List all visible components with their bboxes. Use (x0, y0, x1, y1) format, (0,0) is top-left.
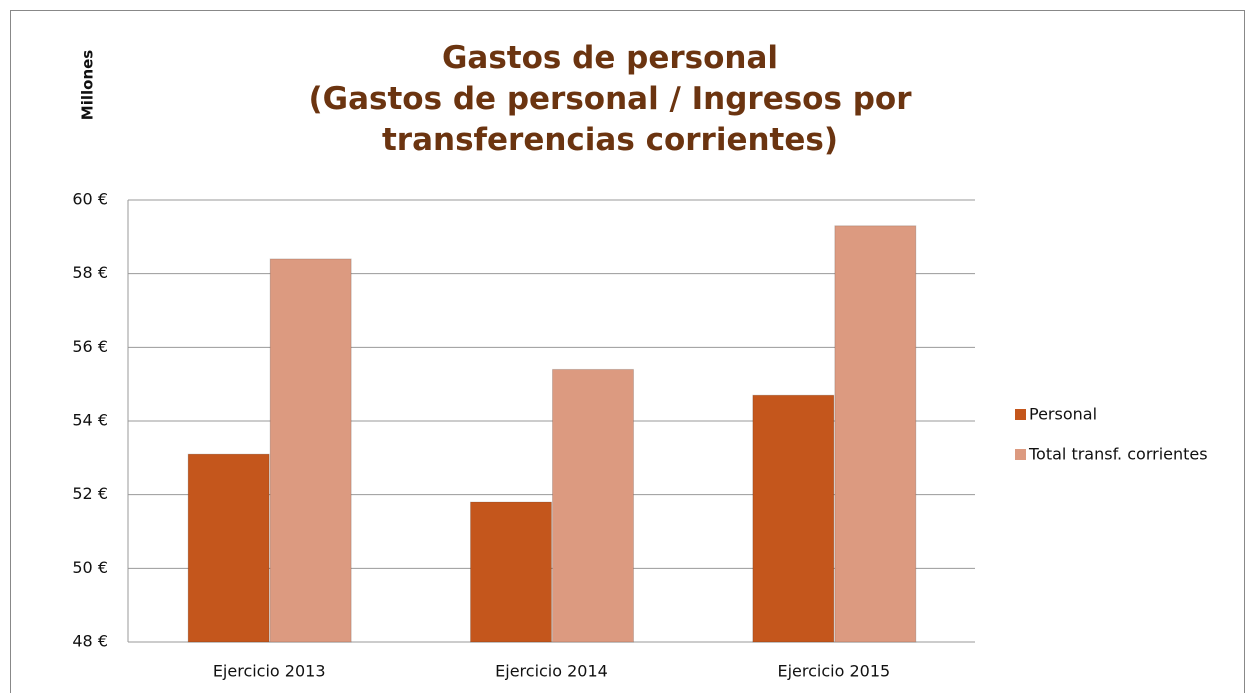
bar (834, 225, 917, 643)
chart-frame (10, 10, 1245, 693)
bar (552, 368, 634, 643)
legend-label: Total transf. corrientes (1028, 445, 1208, 464)
bar (752, 394, 835, 643)
legend-swatch (1015, 449, 1026, 460)
title-block: Gastos de personal (Gastos de personal /… (180, 38, 1040, 161)
bar (187, 453, 270, 643)
y-tick-label: 48 € (72, 632, 108, 651)
bar (470, 501, 552, 643)
y-axis-label: Millones (79, 50, 97, 121)
chart-title: Gastos de personal (441, 40, 779, 76)
y-tick-label: 52 € (72, 484, 108, 503)
legend-swatch (1015, 409, 1026, 420)
legend-label: Personal (1029, 405, 1097, 424)
y-tick-label: 58 € (72, 263, 108, 282)
y-tick-label: 54 € (72, 411, 108, 430)
y-tick-label: 50 € (72, 558, 108, 577)
y-tick-label: 56 € (72, 337, 108, 356)
chart-subtitle: (Gastos de personal / Ingresos por trans… (308, 80, 912, 158)
x-tick-label: Ejercicio 2013 (213, 662, 326, 681)
y-tick-label: 60 € (72, 190, 108, 209)
bar (269, 258, 352, 643)
x-tick-label: Ejercicio 2014 (495, 662, 608, 681)
x-tick-label: Ejercicio 2015 (777, 662, 890, 681)
